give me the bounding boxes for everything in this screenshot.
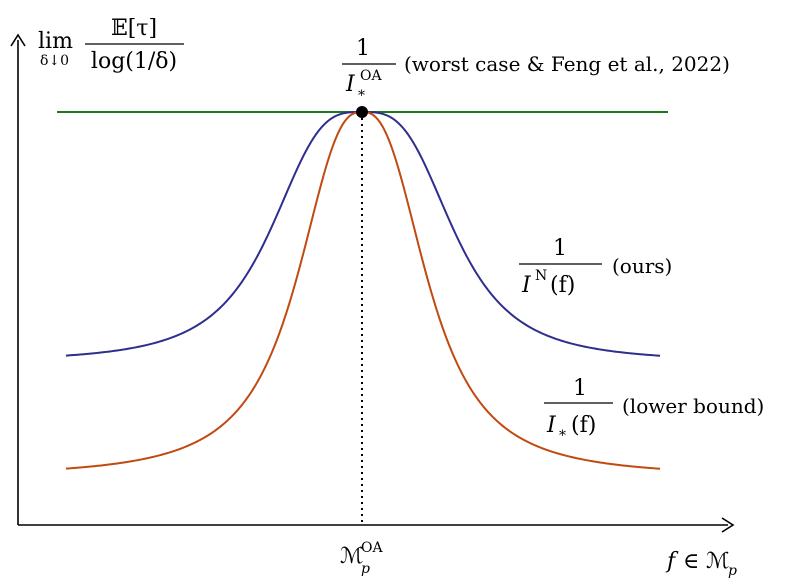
worst-label-den-I: I: [345, 72, 356, 97]
x-axis-arrowhead: [721, 517, 735, 533]
x-tick-base: ℳ: [340, 544, 364, 569]
ours-label-den-I: I: [521, 273, 532, 298]
x-axis-label: f ∈ ℳ p: [665, 549, 737, 579]
worst-label-den-sub: *: [358, 88, 365, 104]
x-label-var: f: [665, 549, 679, 574]
x-tick-sub: p: [361, 561, 370, 577]
lower-bound-label: 1 I * (f) (lower bound): [544, 376, 764, 444]
y-axis-label: lim δ↓0 𝔼[τ] log(1/δ): [38, 16, 184, 74]
lower-label-den-arg: (f): [571, 413, 596, 438]
x-label-rel: ∈: [683, 549, 699, 574]
lower-label-numerator: 1: [573, 376, 587, 401]
x-tick-label: ℳ p OA: [340, 540, 383, 577]
x-tick-sup: OA: [361, 540, 383, 556]
y-label-lim-sub: δ↓0: [40, 53, 69, 69]
y-axis-arrowhead: [10, 33, 26, 47]
lower-label-den-I: I: [546, 413, 557, 438]
worst-label-annotation: (worst case & Feng et al., 2022): [404, 52, 730, 76]
ours-label: 1 I N (f) (ours): [519, 236, 672, 298]
y-label-denominator: log(1/δ): [91, 49, 177, 74]
y-label-numerator: 𝔼[τ]: [111, 16, 157, 41]
axes: [10, 33, 735, 533]
ours-label-numerator: 1: [553, 236, 567, 261]
worst-case-label: 1 I * OA (worst case & Feng et al., 2022…: [342, 36, 730, 104]
worst-label-numerator: 1: [356, 36, 370, 61]
lower-label-den-sub: *: [559, 428, 566, 444]
lower-label-annotation: (lower bound): [622, 394, 764, 418]
y-label-lim: lim: [38, 29, 73, 54]
peak-marker: [356, 106, 368, 118]
x-label-set-sub: p: [728, 563, 737, 579]
ours-label-den-sup: N: [535, 268, 547, 284]
ours-label-annotation: (ours): [612, 254, 672, 278]
worst-label-den-sup: OA: [360, 68, 382, 84]
x-label-set: ℳ: [706, 549, 730, 574]
ours-label-den-arg: (f): [550, 273, 575, 298]
